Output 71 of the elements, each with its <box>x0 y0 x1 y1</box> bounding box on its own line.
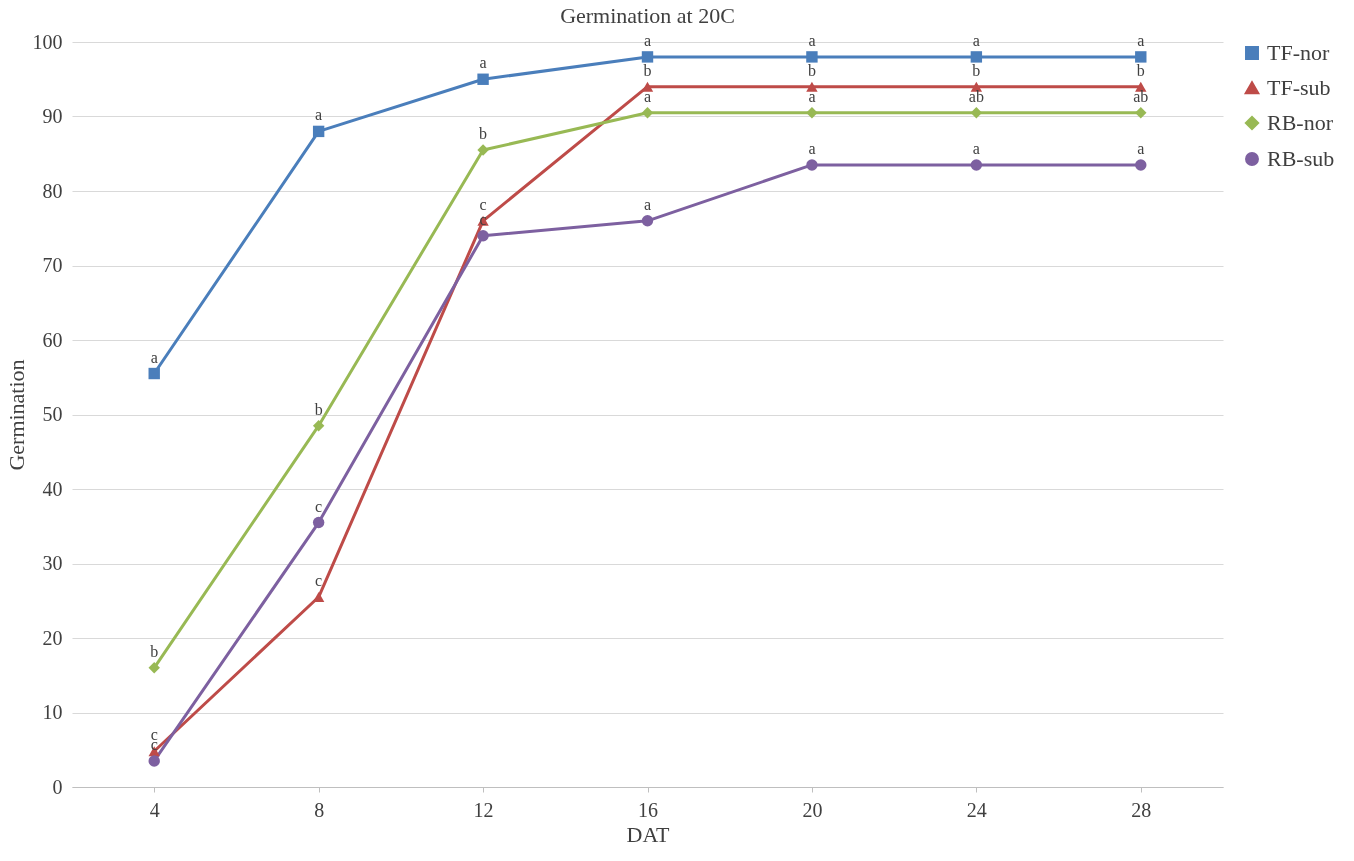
point <box>970 51 983 63</box>
annotation: a <box>972 31 980 49</box>
legend-label: RB-nor <box>1267 110 1334 135</box>
point <box>312 125 325 138</box>
point <box>312 419 325 432</box>
annotation: a <box>808 87 816 105</box>
x-axis-title: DAT <box>626 821 670 847</box>
x-tick-label: 24 <box>966 798 987 821</box>
annotation: b <box>643 61 652 79</box>
point <box>970 159 983 171</box>
annotation: a <box>808 139 816 157</box>
annotation: a <box>808 31 816 49</box>
point <box>148 662 160 674</box>
x-tick-label: 28 <box>1131 798 1152 821</box>
y-tick-label: 50 <box>42 403 63 425</box>
x-tick-label: 16 <box>638 798 658 821</box>
legend-label: TF-nor <box>1267 40 1330 65</box>
y-tick-label: 70 <box>42 254 63 276</box>
annotation: a <box>972 139 980 157</box>
x-tick-label: 12 <box>473 798 494 821</box>
point <box>148 755 160 767</box>
point <box>312 516 325 529</box>
y-tick-label: 10 <box>42 701 63 723</box>
y-tick-label: 40 <box>42 477 63 500</box>
point <box>1135 159 1147 171</box>
annotation: c <box>315 497 323 515</box>
legend-label: RB-sub <box>1267 146 1335 171</box>
chart-title: Germination at 20C <box>560 3 735 28</box>
x-tick-label: 8 <box>314 798 325 821</box>
annotation: b <box>1136 61 1145 79</box>
annotation: b <box>314 400 323 418</box>
point <box>477 230 489 242</box>
x-tick-label: 20 <box>802 798 823 821</box>
annotation: c <box>479 195 487 213</box>
point <box>477 144 489 156</box>
annotation: a <box>315 106 323 124</box>
annotation: b <box>150 642 159 660</box>
legend-label: TF-sub <box>1267 75 1331 100</box>
annotation: a <box>150 348 158 366</box>
point <box>641 215 654 227</box>
annotation: a <box>1137 31 1145 49</box>
y-tick-label: 90 <box>42 105 63 127</box>
point <box>477 73 489 85</box>
x-tick-label: 4 <box>149 798 160 821</box>
annotation: ab <box>1133 87 1149 105</box>
annotation: a <box>643 31 652 49</box>
annotation: c <box>315 572 323 590</box>
point <box>1135 107 1147 119</box>
y-tick-label: 0 <box>52 775 63 798</box>
annotation: ab <box>968 87 984 105</box>
point <box>806 159 818 171</box>
y-axis-title: Germination <box>3 359 29 471</box>
point <box>1135 51 1147 63</box>
point <box>806 107 818 119</box>
y-tick-label: 60 <box>42 328 63 351</box>
annotation: a <box>479 54 487 72</box>
annotation: b <box>972 61 981 79</box>
point <box>641 51 654 63</box>
y-tick-label: 30 <box>42 552 63 574</box>
annotation: b <box>807 61 816 79</box>
y-tick-label: 80 <box>42 179 63 202</box>
annotation: a <box>1137 139 1145 157</box>
point <box>148 367 160 380</box>
annotation: a <box>643 87 652 105</box>
point <box>806 81 818 92</box>
y-tick-label: 20 <box>42 626 63 649</box>
annotation: a <box>643 195 652 213</box>
annotation: c <box>479 210 487 228</box>
point <box>806 51 818 63</box>
annotation: b <box>479 125 488 143</box>
y-tick-label: 100 <box>32 30 63 53</box>
